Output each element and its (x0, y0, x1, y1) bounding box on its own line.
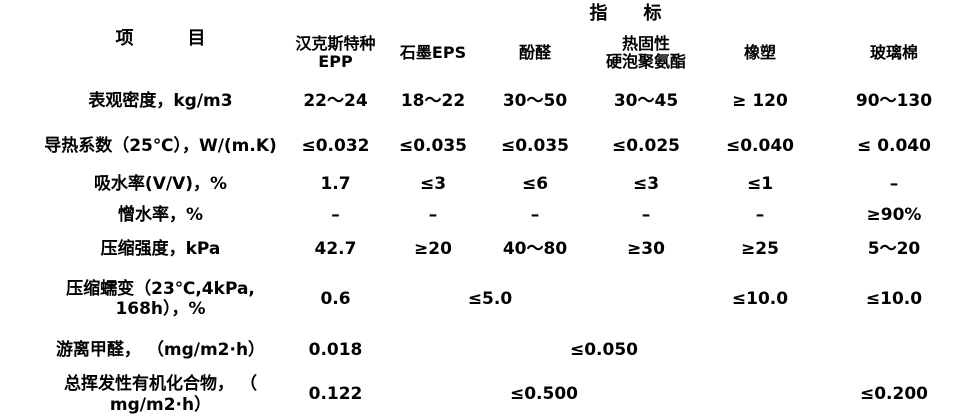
row-label-tvoc: 总挥发性有机化合物， （ mg/m2·h） (64, 374, 257, 415)
header-row-indicator: 项 目 指 标 (0, 0, 968, 49)
cell-value: ≤0.032 (301, 136, 370, 157)
cell-value: ≥90% (866, 204, 922, 225)
cell-value: 22～24 (303, 91, 368, 112)
column-header-rubber-plastic: 橡塑 (743, 42, 776, 62)
cell-value: ≤0.200 (859, 384, 929, 405)
cell-value-merged: ≤0.050 (569, 339, 639, 360)
cell-value: ≤1 (746, 173, 774, 194)
cell-value: – (428, 204, 438, 225)
cell-value: ≥ 120 (732, 91, 788, 112)
cell-value: ≥25 (741, 238, 779, 259)
cell-value: ≤3 (419, 173, 447, 194)
cell-value: 0.6 (320, 288, 351, 309)
cell-value: – (530, 204, 540, 225)
cell-value: 5～20 (867, 238, 921, 259)
cell-value: – (755, 204, 765, 225)
cell-value: ≤10.0 (731, 288, 789, 309)
cell-value: ≤0.035 (500, 136, 570, 157)
table-row-thermal-conductivity: 导热系数（25℃），W/(m.K) ≤0.032 ≤0.035 ≤0.035 ≤… (0, 125, 968, 168)
row-label-apparent-density: 表观密度，kg/m3 (88, 91, 233, 112)
item-header: 项 目 (115, 28, 206, 50)
cell-value: ≤0.035 (398, 136, 468, 157)
column-header-glass-wool: 玻璃棉 (869, 42, 918, 62)
cell-value: 30～45 (613, 91, 679, 112)
indicator-header: 指 标 (589, 3, 662, 25)
cell-empty (820, 330, 968, 370)
table-row-tvoc: 总挥发性有机化合物， （ mg/m2·h） 0.122 ≤0.500 ≤0.20… (0, 370, 968, 419)
cell-value: ≤0.025 (611, 136, 681, 157)
cell-value: – (889, 173, 899, 194)
table-row-free-formaldehyde: 游离甲醛， （mg/m2·h） 0.018 ≤0.050 (0, 330, 968, 370)
cell-value: 40～80 (502, 238, 568, 259)
table-row-apparent-density: 表观密度，kg/m3 22～24 18～22 30～50 30～45 ≥ 120… (0, 78, 968, 125)
row-label-water-absorption: 吸水率(V/V)，% (93, 173, 228, 194)
cell-value: 0.122 (308, 384, 363, 405)
cell-value: 18～22 (400, 91, 466, 112)
cell-value: 0.018 (308, 339, 363, 360)
cell-value: ≥30 (627, 238, 665, 259)
cell-value: – (641, 204, 651, 225)
cell-value: – (331, 204, 340, 225)
cell-value: ≤0.040 (725, 136, 795, 157)
cell-empty (592, 268, 700, 330)
table-row-water-absorption: 吸水率(V/V)，% 1.7 ≤3 ≤6 ≤3 ≤1 – (0, 168, 968, 200)
cell-value: 42.7 (314, 238, 357, 259)
row-label-thermal-conductivity: 导热系数（25℃），W/(m.K) (44, 136, 277, 157)
cell-empty (700, 370, 820, 419)
cell-value: 30～50 (502, 91, 568, 112)
column-header-phenolic: 酚醛 (518, 42, 551, 62)
table-row-compression-creep: 压缩蠕变（23℃,4kPa, 168h），% 0.6 ≤5.0 ≤10.0 ≤1… (0, 268, 968, 330)
cell-value: ≤10.0 (865, 288, 923, 309)
cell-value: 90～130 (855, 91, 933, 112)
column-header-graphite-eps: 石墨EPS (399, 42, 467, 62)
cell-value: 1.7 (320, 173, 351, 194)
column-header-hanks-epp: 汉克斯特种EPP (295, 33, 376, 71)
cell-value: ≤ 0.040 (857, 136, 931, 157)
cell-value: ≤3 (632, 173, 660, 194)
cell-value: ≤6 (521, 173, 549, 194)
row-label-compressive-strength: 压缩强度，kPa (100, 238, 221, 259)
row-label-free-formaldehyde: 游离甲醛， （mg/m2·h） (55, 339, 266, 360)
cell-value-merged: ≤5.0 (467, 288, 513, 309)
header-row-materials: 汉克斯特种EPP 石墨EPS 酚醛 热固性 硬泡聚氨酯 橡塑 玻璃棉 (0, 28, 968, 78)
cell-value: ≥20 (414, 238, 452, 259)
row-label-hydrophobicity: 憎水率，% (117, 204, 204, 225)
column-header-thermoset-pu: 热固性 硬泡聚氨酯 (605, 33, 686, 71)
table-row-compressive-strength: 压缩强度，kPa 42.7 ≥20 40～80 ≥30 ≥25 5～20 (0, 230, 968, 268)
cell-value-merged: ≤0.500 (509, 384, 579, 405)
row-label-compression-creep: 压缩蠕变（23℃,4kPa, 168h），% (66, 278, 255, 319)
table-row-hydrophobicity: 憎水率，% – – – – – ≥90% (0, 200, 968, 230)
